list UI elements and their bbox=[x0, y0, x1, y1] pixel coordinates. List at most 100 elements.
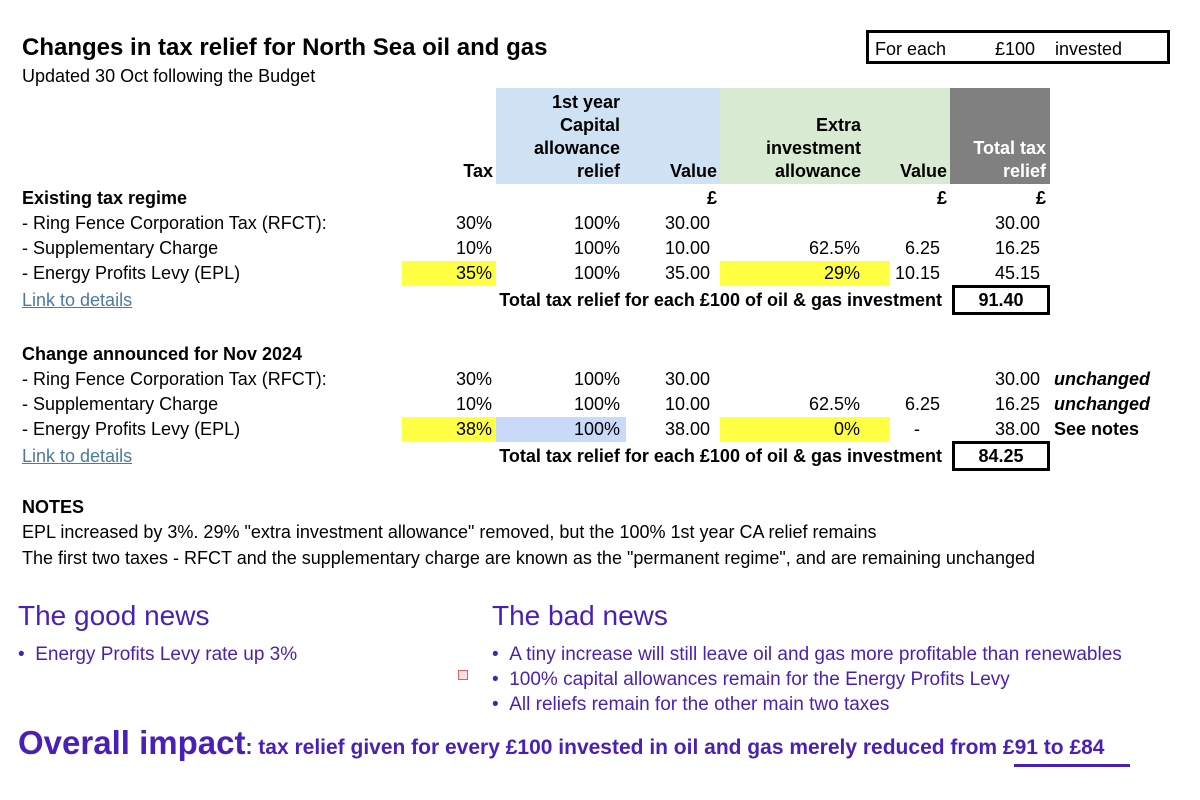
existing-heading: Existing tax regime bbox=[22, 188, 188, 208]
bad-news-text: All reliefs remain for the other main tw… bbox=[509, 694, 890, 715]
bad-news-item: • All reliefs remain for the other main … bbox=[492, 694, 889, 716]
note-line-2: The first two taxes - RFCT and the suppl… bbox=[22, 548, 1035, 568]
bad-news-text: A tiny increase will still leave oil and… bbox=[509, 644, 1122, 665]
existing-total-label: Total tax relief for each £100 of oil & … bbox=[499, 290, 942, 310]
bullet-icon: • bbox=[18, 644, 36, 665]
row-tax: 10% bbox=[455, 238, 492, 258]
row-extra: 29% bbox=[823, 263, 860, 283]
row-label: - Supplementary Charge bbox=[22, 394, 219, 414]
bullet-icon: • bbox=[492, 694, 510, 715]
header-extra-1: Extra bbox=[815, 115, 861, 135]
tax-highlight bbox=[402, 261, 496, 286]
existing-details-link[interactable]: Link to details bbox=[22, 290, 133, 310]
header-value-1: Value bbox=[669, 161, 717, 181]
good-news-item: • Energy Profits Levy rate up 3% bbox=[18, 644, 297, 666]
row-capital: 100% bbox=[573, 263, 620, 283]
row-capital: 100% bbox=[573, 394, 620, 414]
row-capital: 100% bbox=[573, 238, 620, 258]
bad-news-item: • 100% capital allowances remain for the… bbox=[492, 669, 1010, 691]
invest-amount: £100 bbox=[995, 39, 1036, 59]
invest-suffix: invested bbox=[1055, 39, 1123, 59]
row-tax: 35% bbox=[455, 263, 492, 283]
bad-news-heading: The bad news bbox=[492, 600, 668, 631]
row-value1: 38.00 bbox=[664, 419, 710, 439]
row-tax: 38% bbox=[455, 419, 492, 439]
note-line-1: EPL increased by 3%. 29% "extra investme… bbox=[22, 522, 877, 542]
table-row: - Ring Fence Corporation Tax (RFCT): 30%… bbox=[22, 211, 1182, 236]
header-tax: Tax bbox=[463, 161, 493, 181]
row-note: See notes bbox=[1054, 419, 1140, 439]
overall-emphasis: £91 to £84 bbox=[1002, 736, 1105, 759]
capital-highlight bbox=[496, 417, 626, 442]
change-total-label: Total tax relief for each £100 of oil & … bbox=[499, 446, 942, 466]
row-label: - Supplementary Charge bbox=[22, 238, 219, 258]
header-capital-3: allowance bbox=[533, 138, 620, 158]
investment-box: For each £100 invested bbox=[866, 30, 1170, 64]
row-tax: 10% bbox=[455, 394, 492, 414]
existing-heading-row: Existing tax regime £ £ £ bbox=[22, 186, 1182, 211]
row-extra: 0% bbox=[833, 419, 860, 439]
table-row: - Ring Fence Corporation Tax (RFCT): 30%… bbox=[22, 367, 1182, 392]
change-total-value: 84.25 bbox=[952, 441, 1050, 471]
row-extra: 62.5% bbox=[808, 238, 860, 258]
table-row: - Energy Profits Levy (EPL) 38% 100% 38.… bbox=[22, 417, 1182, 442]
row-total: 38.00 bbox=[994, 419, 1040, 439]
row-value1: 10.00 bbox=[664, 238, 710, 258]
bad-news-item: • A tiny increase will still leave oil a… bbox=[492, 644, 1122, 666]
row-tax: 30% bbox=[455, 213, 492, 233]
row-value1: 30.00 bbox=[664, 213, 710, 233]
row-total: 16.25 bbox=[994, 238, 1040, 258]
good-news-text: Energy Profits Levy rate up 3% bbox=[35, 644, 298, 665]
overall-lead: Overall impact bbox=[18, 724, 246, 761]
header-extra-3: allowance bbox=[774, 161, 861, 181]
row-value2: 6.25 bbox=[904, 238, 940, 258]
row-label: - Energy Profits Levy (EPL) bbox=[22, 419, 241, 439]
row-note: unchanged bbox=[1054, 394, 1151, 414]
header-value-2: Value bbox=[899, 161, 947, 181]
row-value2: - bbox=[914, 419, 920, 439]
overall-impact: Overall impact: tax relief given for eve… bbox=[18, 724, 1105, 762]
header-capital-4: relief bbox=[576, 161, 620, 181]
header-capital-1: 1st year bbox=[551, 92, 620, 112]
row-total: 16.25 bbox=[994, 394, 1040, 414]
row-capital: 100% bbox=[573, 419, 620, 439]
header-total-2: relief bbox=[1002, 161, 1046, 181]
currency-value2: £ bbox=[936, 188, 947, 208]
row-tax: 30% bbox=[455, 369, 492, 389]
note-marker-icon bbox=[458, 670, 468, 680]
row-value1: 35.00 bbox=[664, 263, 710, 283]
row-capital: 100% bbox=[573, 369, 620, 389]
invest-prefix: For each bbox=[875, 39, 947, 59]
bullet-icon: • bbox=[492, 644, 510, 665]
table-row: - Energy Profits Levy (EPL) 35% 100% 35.… bbox=[22, 261, 1182, 286]
notes-heading: NOTES bbox=[22, 497, 85, 517]
table-row: - Supplementary Charge 10% 100% 10.00 62… bbox=[22, 392, 1182, 417]
change-heading: Change announced for Nov 2024 bbox=[22, 344, 303, 364]
row-extra: 62.5% bbox=[808, 394, 860, 414]
emphasis-underline bbox=[1014, 764, 1130, 767]
row-total: 45.15 bbox=[994, 263, 1040, 283]
extra-highlight bbox=[720, 261, 890, 286]
row-label: - Energy Profits Levy (EPL) bbox=[22, 263, 241, 283]
table-row: - Supplementary Charge 10% 100% 10.00 62… bbox=[22, 236, 1182, 261]
total-header-bg bbox=[950, 88, 1050, 184]
page-title: Changes in tax relief for North Sea oil … bbox=[22, 34, 548, 61]
header-capital-2: Capital bbox=[559, 115, 620, 135]
extra-header-bg bbox=[720, 88, 950, 184]
row-note: unchanged bbox=[1054, 369, 1151, 389]
row-value1: 10.00 bbox=[664, 394, 710, 414]
row-value1: 30.00 bbox=[664, 369, 710, 389]
row-value2: 6.25 bbox=[904, 394, 940, 414]
row-value2: 10.15 bbox=[894, 263, 940, 283]
extra-highlight bbox=[720, 417, 890, 442]
page-subtitle: Updated 30 Oct following the Budget bbox=[22, 66, 316, 86]
change-heading-row: Change announced for Nov 2024 bbox=[22, 342, 1182, 367]
change-details-link[interactable]: Link to details bbox=[22, 446, 133, 466]
existing-total-value: 91.40 bbox=[952, 285, 1050, 315]
row-total: 30.00 bbox=[994, 369, 1040, 389]
good-news-heading: The good news bbox=[18, 600, 210, 631]
currency-total: £ bbox=[1035, 188, 1046, 208]
row-total: 30.00 bbox=[994, 213, 1040, 233]
currency-value1: £ bbox=[706, 188, 717, 208]
bad-news-text: 100% capital allowances remain for the E… bbox=[509, 669, 1010, 690]
